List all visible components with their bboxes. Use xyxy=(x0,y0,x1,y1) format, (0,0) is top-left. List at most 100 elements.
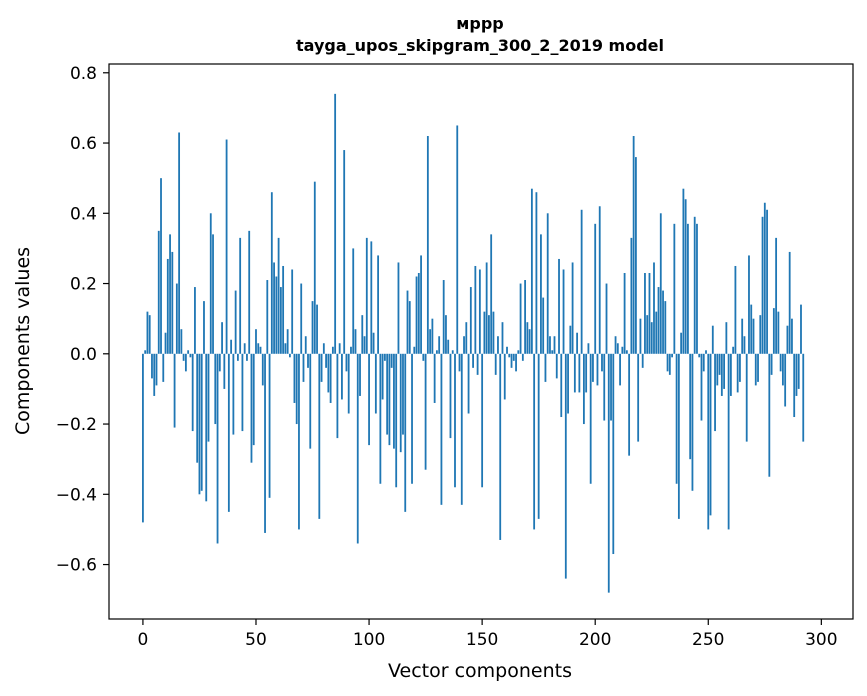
bar-236 xyxy=(675,353,678,484)
bar-205 xyxy=(605,283,608,354)
bar-23 xyxy=(194,287,196,354)
bar-80 xyxy=(322,343,325,354)
bar-22 xyxy=(191,353,194,432)
bar-64 xyxy=(286,329,289,354)
bar-202 xyxy=(598,206,601,354)
bar-146 xyxy=(472,353,474,368)
bar-220 xyxy=(639,318,642,354)
bar-209 xyxy=(614,336,617,354)
bar-282 xyxy=(779,353,782,372)
bar-230 xyxy=(662,290,664,354)
bar-125 xyxy=(424,353,427,470)
bar-72 xyxy=(304,336,307,354)
bar-272 xyxy=(757,353,759,382)
bar-192 xyxy=(576,332,579,354)
bar-103 xyxy=(374,353,377,414)
bar-51 xyxy=(257,343,260,354)
bar-223 xyxy=(646,315,649,354)
bar-126 xyxy=(426,136,429,354)
bar-247 xyxy=(700,353,703,421)
bar-255 xyxy=(718,353,721,375)
bar-8 xyxy=(160,178,162,354)
bar-271 xyxy=(754,353,757,386)
bar-201 xyxy=(596,353,599,386)
bar-27 xyxy=(203,301,205,354)
bar-44 xyxy=(241,353,244,432)
bar-134 xyxy=(445,315,447,354)
bar-105 xyxy=(379,353,382,484)
bar-215 xyxy=(628,353,631,456)
bar-90 xyxy=(345,353,348,372)
bar-289 xyxy=(795,353,798,396)
bar-208 xyxy=(612,353,615,555)
bar-258 xyxy=(725,322,728,354)
bar-15 xyxy=(175,283,178,354)
bar-217 xyxy=(632,136,635,354)
bar-70 xyxy=(300,283,303,354)
bar-37 xyxy=(225,139,228,354)
bar-159 xyxy=(501,322,504,354)
bar-2 xyxy=(146,311,149,354)
bar-283 xyxy=(781,353,784,386)
bar-75 xyxy=(311,301,314,354)
bar-102 xyxy=(372,332,375,354)
bar-65 xyxy=(289,353,291,358)
bar-42 xyxy=(236,353,239,361)
bar-110 xyxy=(390,353,393,368)
bar-161 xyxy=(506,346,508,354)
bar-108 xyxy=(386,353,389,435)
bar-279 xyxy=(772,308,775,354)
bar-253 xyxy=(714,353,716,432)
bar-48 xyxy=(250,353,253,463)
bar-71 xyxy=(302,353,305,382)
bar-117 xyxy=(406,290,409,354)
bar-20 xyxy=(187,350,190,354)
y-tick-label: 0.6 xyxy=(70,134,97,154)
bar-222 xyxy=(644,273,646,354)
bar-180 xyxy=(549,336,551,354)
bar-182 xyxy=(553,336,556,354)
bar-112 xyxy=(395,353,398,488)
bar-165 xyxy=(515,353,517,372)
bar-213 xyxy=(623,273,626,354)
bar-225 xyxy=(650,322,653,354)
bar-95 xyxy=(356,353,359,544)
bar-186 xyxy=(562,269,565,354)
bar-94 xyxy=(354,329,357,354)
bar-264 xyxy=(739,353,741,382)
bar-136 xyxy=(449,353,452,439)
bar-97 xyxy=(361,315,364,354)
bar-26 xyxy=(200,353,203,491)
bar-238 xyxy=(680,332,683,354)
bar-141 xyxy=(460,353,463,505)
bar-207 xyxy=(610,353,612,421)
bar-193 xyxy=(578,353,581,393)
bar-290 xyxy=(797,353,800,389)
bar-85 xyxy=(334,93,337,354)
bar-179 xyxy=(546,213,549,354)
bar-204 xyxy=(603,353,606,421)
bar-156 xyxy=(494,353,497,375)
bar-228 xyxy=(657,287,660,354)
y-tick-label: 0.8 xyxy=(70,64,97,84)
bar-191 xyxy=(573,353,576,393)
bar-137 xyxy=(451,350,454,354)
bar-18 xyxy=(182,353,185,361)
bar-203 xyxy=(601,353,603,372)
bar-35 xyxy=(221,322,223,354)
bar-287 xyxy=(791,318,793,354)
bar-178 xyxy=(544,353,547,382)
bar-163 xyxy=(510,353,513,368)
bar-183 xyxy=(555,353,558,379)
bar-66 xyxy=(291,269,294,354)
bar-273 xyxy=(759,315,762,354)
plot-frame xyxy=(108,63,854,620)
bar-50 xyxy=(255,329,257,354)
bar-243 xyxy=(691,353,694,491)
bar-114 xyxy=(399,353,402,453)
bar-116 xyxy=(404,353,407,512)
bar-132 xyxy=(440,353,443,505)
bar-67 xyxy=(293,353,296,403)
bar-196 xyxy=(585,353,588,393)
y-tick-label: −0.2 xyxy=(56,415,97,435)
